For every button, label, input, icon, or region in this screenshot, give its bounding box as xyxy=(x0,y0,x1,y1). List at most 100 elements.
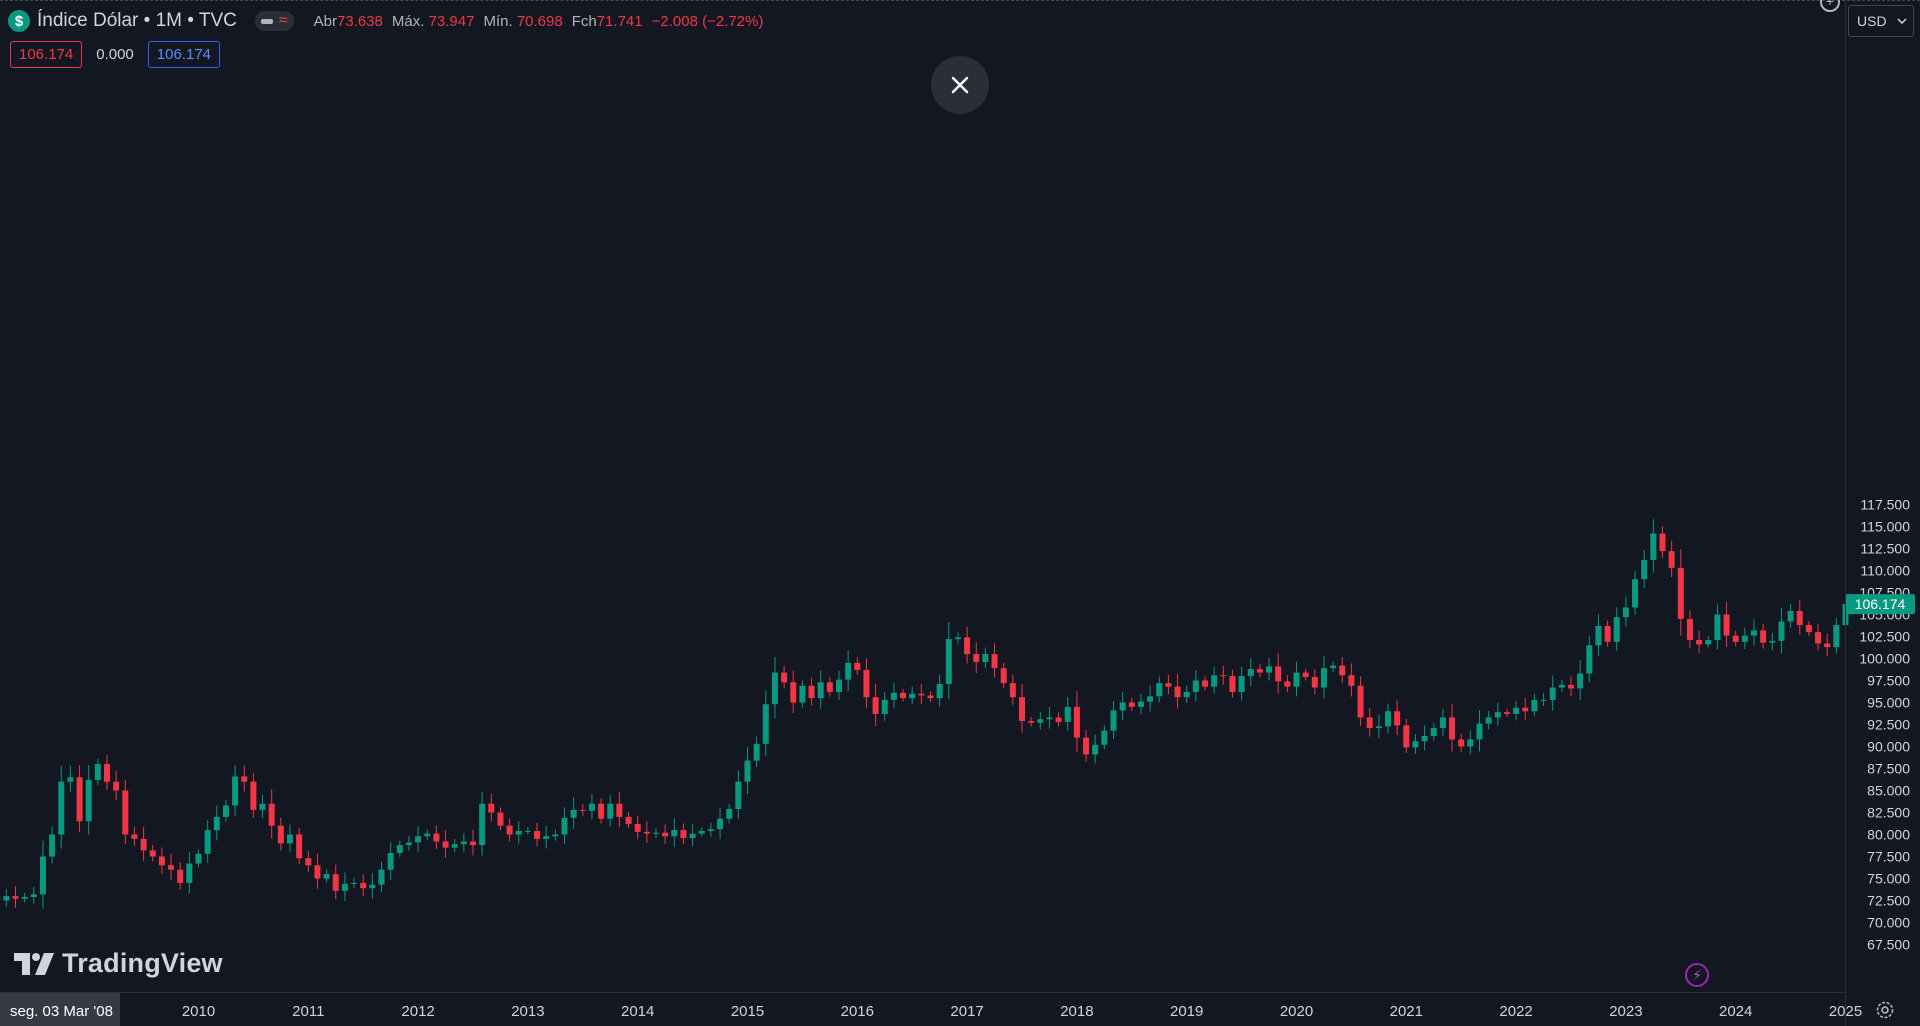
candle xyxy=(1339,657,1346,683)
candle xyxy=(1723,601,1730,647)
candle-body xyxy=(1467,739,1474,747)
candle-body xyxy=(570,809,577,818)
legend-header: $ Índice Dólar • 1M • TVC ≈ Abr73.638 Má… xyxy=(8,8,763,34)
candle-body xyxy=(1522,707,1529,712)
candle xyxy=(1238,666,1245,701)
compare-toggle[interactable]: ≈ xyxy=(254,11,294,31)
candle-body xyxy=(268,803,275,826)
candle-body xyxy=(1238,676,1245,692)
indicator-value-red[interactable]: 106.174 xyxy=(10,41,83,68)
candle-body xyxy=(1028,720,1035,723)
candle xyxy=(973,641,980,673)
candle xyxy=(323,869,330,883)
candle-body xyxy=(1037,719,1044,723)
candle-body xyxy=(1000,668,1007,684)
currency-select[interactable]: USD xyxy=(1848,5,1914,37)
candle-body xyxy=(808,685,815,699)
candle xyxy=(296,827,303,865)
candle xyxy=(1083,729,1090,762)
lightning-icon[interactable]: ⚡ xyxy=(1685,963,1709,987)
candle-body xyxy=(561,817,568,835)
candle-body xyxy=(113,781,120,791)
candle xyxy=(1632,571,1639,615)
gear-icon[interactable] xyxy=(1873,998,1897,1022)
indicator-value-blue[interactable]: 106.174 xyxy=(147,41,221,68)
price-tick-label: 75.000 xyxy=(1867,871,1910,887)
candle-body xyxy=(1339,665,1346,676)
candle xyxy=(94,758,101,785)
candle xyxy=(149,844,156,862)
candle xyxy=(1686,610,1693,648)
candle-body xyxy=(1165,683,1172,687)
plus-circle-icon[interactable]: + xyxy=(1820,0,1840,12)
candle-body xyxy=(1485,717,1492,724)
candle-body xyxy=(863,669,870,698)
price-tick-label: 110.000 xyxy=(1860,563,1910,579)
candle xyxy=(799,680,806,708)
candle-body xyxy=(707,829,714,831)
candle-body xyxy=(433,833,440,842)
candle xyxy=(1513,700,1520,721)
price-scale-divider xyxy=(1845,0,1846,1026)
candle xyxy=(1375,714,1382,739)
price-tick-label: 72.500 xyxy=(1867,893,1910,909)
candle xyxy=(49,826,56,864)
dollar-logo-icon[interactable]: $ xyxy=(8,10,30,32)
candle xyxy=(588,794,595,820)
candle-body xyxy=(1256,669,1263,673)
candle-body xyxy=(1220,675,1227,677)
candle-body xyxy=(131,834,138,839)
candle xyxy=(1165,674,1172,695)
time-tick-label: 2015 xyxy=(731,1003,764,1020)
candle-body xyxy=(872,697,879,714)
candle-body xyxy=(1403,725,1410,748)
candle-body xyxy=(1787,610,1794,622)
candle xyxy=(1119,691,1126,720)
candle xyxy=(1595,614,1602,656)
candle-body xyxy=(1439,717,1446,729)
candle-body xyxy=(232,776,239,806)
candle-body xyxy=(579,809,586,811)
candle-body xyxy=(643,831,650,834)
candle xyxy=(287,824,293,853)
candle-body xyxy=(332,874,339,891)
tradingview-watermark[interactable]: TradingView xyxy=(14,948,223,979)
candle xyxy=(1449,703,1456,752)
candle xyxy=(1577,660,1584,701)
candle xyxy=(1476,710,1483,752)
candle xyxy=(305,850,312,872)
close-button[interactable] xyxy=(931,56,989,114)
candle-body xyxy=(1732,635,1739,642)
candle-body xyxy=(506,825,513,835)
candle-body xyxy=(927,695,934,699)
candle xyxy=(1211,667,1218,694)
candle xyxy=(351,878,358,889)
candle xyxy=(204,820,211,863)
symbol-title[interactable]: Índice Dólar • 1M • TVC xyxy=(37,10,237,31)
candle-body xyxy=(1073,706,1080,738)
candle xyxy=(1028,716,1035,727)
candle-body xyxy=(1302,672,1309,677)
candle-body xyxy=(1083,737,1090,755)
candle xyxy=(1677,549,1684,636)
candle xyxy=(1073,691,1080,752)
crosshair-date-group: seg. 03 Mar '08 xyxy=(0,993,120,1026)
candle xyxy=(1330,661,1337,673)
candle xyxy=(433,825,440,849)
crosshair-date-badge xyxy=(0,993,120,1026)
candle-body xyxy=(1751,630,1757,636)
price-tick-label: 102.500 xyxy=(1859,629,1910,645)
candle xyxy=(1192,670,1199,702)
candle-body xyxy=(1266,666,1273,673)
candle-body xyxy=(1622,607,1629,618)
candle xyxy=(854,657,861,676)
candle xyxy=(744,747,751,794)
candle xyxy=(991,643,998,678)
candle-body xyxy=(1348,675,1355,686)
price-tick-label: 95.000 xyxy=(1867,695,1910,711)
candle xyxy=(698,827,705,837)
candle xyxy=(1668,540,1675,578)
time-tick-label: 2019 xyxy=(1170,1003,1203,1020)
candle-body xyxy=(1147,696,1154,702)
